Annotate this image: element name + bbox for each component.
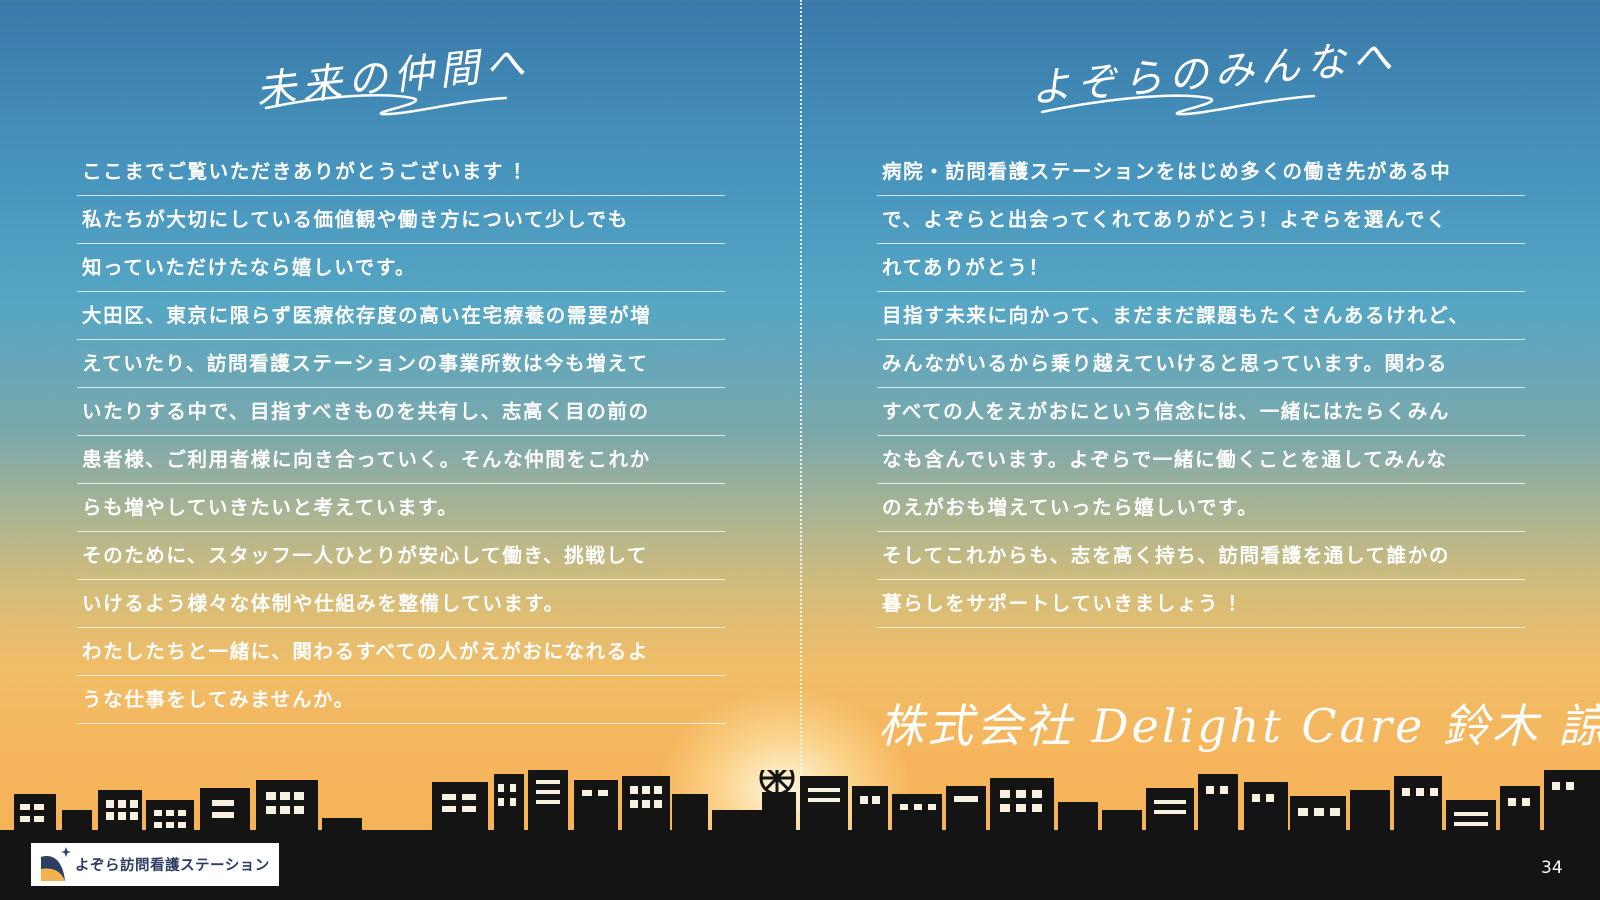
night-sky-logo-icon bbox=[41, 847, 71, 881]
right-message: 病院・訪問看護ステーションをはじめ多くの働き先がある中 で、よぞらと出会ってくれ… bbox=[877, 148, 1525, 628]
message-line: 私たちが大切にしている価値観や働き方について少しでも bbox=[77, 196, 725, 244]
message-line: みんながいるから乗り越えていけると思っています。関わる bbox=[877, 340, 1525, 388]
message-line: 目指す未来に向かって、まだまだ課題もたくさんあるけれど、 bbox=[877, 292, 1525, 340]
message-line: 知っていただけたなら嬉しいです。 bbox=[77, 244, 725, 292]
left-heading-underline bbox=[264, 93, 508, 116]
message-line: らも増やしていきたいと考えています。 bbox=[77, 484, 725, 532]
page-number: 34 bbox=[1541, 858, 1563, 878]
signature: 株式会社 Delight Care 鈴木 諒平 bbox=[878, 699, 1600, 753]
left-message: ここまでご覧いただきありがとうございます ！ 私たちが大切にしている価値観や働き… bbox=[77, 148, 725, 724]
message-line: なも含んでいます。よぞらで一緒に働くことを通してみんな bbox=[877, 436, 1525, 484]
message-line: わたしたちと一緒に、関わるすべての人がえがおになれるよ bbox=[77, 628, 725, 676]
message-line: 病院・訪問看護ステーションをはじめ多くの働き先がある中 bbox=[877, 148, 1525, 196]
message-line: れてありがとう！ bbox=[877, 244, 1525, 292]
message-line: 暮らしをサポートしていきましょう ！ bbox=[877, 580, 1525, 628]
message-line: のえがおも増えていったら嬉しいです。 bbox=[877, 484, 1525, 532]
message-line: 大田区、東京に限らず医療依存度の高い在宅療養の需要が増 bbox=[77, 292, 725, 340]
message-line: いけるよう様々な体制や仕組みを整備しています。 bbox=[77, 580, 725, 628]
message-line: 患者様、ご利用者様に向き合っていく。そんな仲間をこれか bbox=[77, 436, 725, 484]
message-line: いたりする中で、目指すべきものを共有し、志高く目の前の bbox=[77, 388, 725, 436]
right-heading-underline bbox=[1040, 94, 1316, 116]
message-line: すべての人をえがおにという信念には、一緒にはたらくみん bbox=[877, 388, 1525, 436]
message-line: で、よぞらと出会ってくれてありがとう！よぞらを選んでく bbox=[877, 196, 1525, 244]
message-line: ここまでご覧いただきありがとうございます ！ bbox=[77, 148, 725, 196]
message-line: そのために、スタッフ一人ひとりが安心して働き、挑戦して bbox=[77, 532, 725, 580]
message-line: えていたり、訪問看護ステーションの事業所数は今も増えて bbox=[77, 340, 725, 388]
center-divider bbox=[800, 0, 802, 812]
message-line: うな仕事をしてみませんか。 bbox=[77, 676, 725, 724]
message-line: そしてこれからも、志を高く持ち、訪問看護を通して誰かの bbox=[877, 532, 1525, 580]
company-logo: よぞら訪問看護ステーション bbox=[31, 843, 279, 886]
logo-text: よぞら訪問看護ステーション bbox=[75, 858, 270, 874]
